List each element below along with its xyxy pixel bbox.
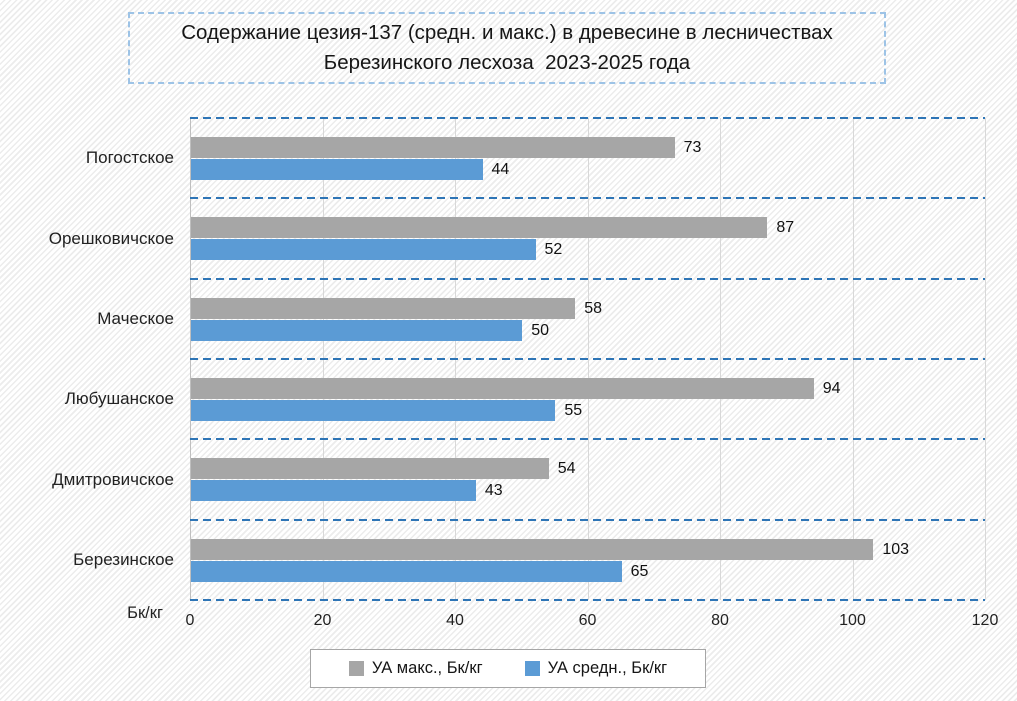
dashed-separator-line <box>190 358 985 360</box>
chart-legend: УА макс., Бк/кг УА средн., Бк/кг <box>310 649 706 688</box>
category-label: Березинское <box>73 549 174 569</box>
x-tick-label: 0 <box>185 612 195 629</box>
axis-unit-label: Бк/кг <box>127 604 163 622</box>
legend-item-max: УА макс., Бк/кг <box>348 659 483 678</box>
category-label: Любушанское <box>64 389 174 409</box>
x-tick-label: 100 <box>839 612 866 629</box>
bar-value-label: 43 <box>484 482 503 500</box>
bar-max <box>191 538 874 560</box>
dashed-separator-line <box>190 599 985 601</box>
bar-max <box>191 217 768 239</box>
bar-value-label: 87 <box>776 219 795 237</box>
bar-value-label: 54 <box>557 460 576 478</box>
bar-value-label: 94 <box>822 380 841 397</box>
x-tick-label: 20 <box>313 612 332 629</box>
legend-swatch-avg-icon <box>524 661 540 676</box>
category-label: Дмитровичское <box>52 469 174 489</box>
chart-title-box: Содержание цезия-137 (средн. и макс.) в … <box>128 12 886 84</box>
legend-label-max: УА макс., Бк/кг <box>371 659 483 677</box>
bar-value-label: 58 <box>584 299 603 317</box>
dashed-separator-line <box>190 277 985 280</box>
bar-value-label: 52 <box>544 241 563 259</box>
dashed-separator-line <box>190 117 985 119</box>
x-tick-label: 60 <box>578 612 597 629</box>
bar-avg <box>191 239 536 261</box>
x-tick-label: 40 <box>446 612 464 629</box>
bar-value-label: 103 <box>882 540 910 558</box>
bar-avg <box>191 480 476 502</box>
category-label: Маческое <box>97 308 174 328</box>
x-tick-label: 80 <box>711 612 729 629</box>
bar-value-label: 73 <box>683 139 702 156</box>
dashed-separator-line <box>190 197 985 200</box>
chart-title-line-1: Содержание цезия-137 (средн. и макс.) в … <box>181 21 833 44</box>
vertical-gridline <box>985 118 986 600</box>
legend-label-avg: УА средн., Бк/кг <box>547 659 668 677</box>
dashed-separator-line <box>190 438 985 441</box>
bar-avg <box>191 319 523 341</box>
bar-avg <box>191 400 556 421</box>
category-label: Погостское <box>85 148 174 168</box>
chart-title-line-2: Березинского лесхоза 2023-2025 года <box>323 51 691 74</box>
bar-max <box>191 378 814 399</box>
bar-value-label: 44 <box>491 161 510 178</box>
bar-value-label: 55 <box>564 402 583 419</box>
x-tick-label: 120 <box>971 612 999 629</box>
bar-value-label: 50 <box>531 321 550 339</box>
dashed-separator-line <box>190 518 985 521</box>
bar-value-label: 65 <box>630 562 649 580</box>
bar-max <box>191 137 675 158</box>
legend-item-avg: УА средн., Бк/кг <box>524 659 668 678</box>
bar-max <box>191 458 549 480</box>
category-label: Орешковичское <box>48 228 174 248</box>
legend-swatch-max-icon <box>348 661 364 676</box>
bar-max <box>191 297 576 319</box>
bar-avg <box>191 560 622 582</box>
bar-avg <box>191 159 483 180</box>
